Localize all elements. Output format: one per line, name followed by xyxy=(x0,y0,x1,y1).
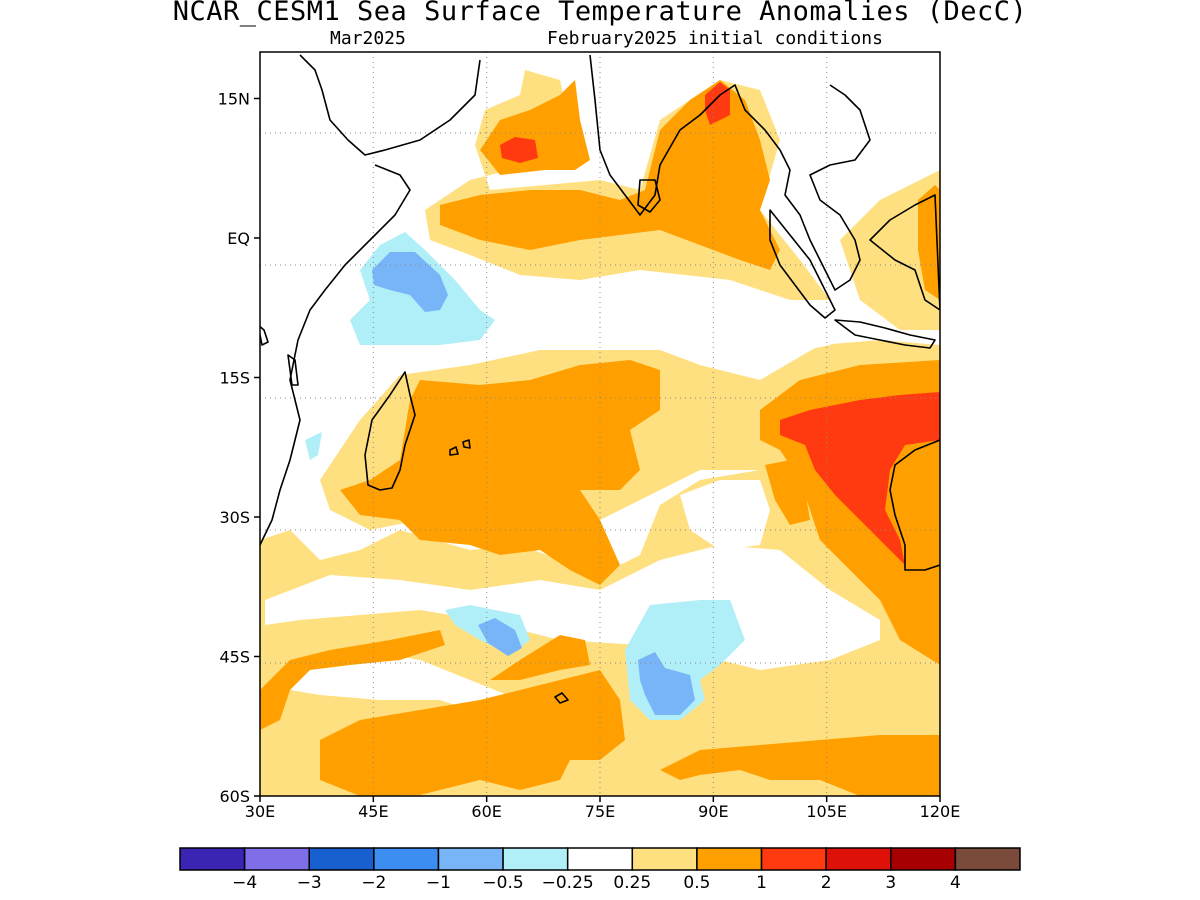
y-tick-label: 45S xyxy=(219,648,250,667)
colorbar-swatch xyxy=(890,847,957,871)
colorbar-label: 2 xyxy=(821,873,832,893)
colorbar-label: −2 xyxy=(361,873,386,893)
y-tick-label: 15N xyxy=(218,90,250,109)
x-tick-label: 75E xyxy=(585,802,615,821)
anomaly-orange-south-mid xyxy=(490,635,590,680)
colorbar-swatch xyxy=(179,847,246,871)
coast-sumatra xyxy=(769,209,836,319)
colorbar-swatch xyxy=(566,847,634,871)
chart-title: NCAR_CESM1 Sea Surface Temperature Anoma… xyxy=(172,0,1028,27)
colorbar-swatch xyxy=(696,847,763,871)
anomaly-blue-west xyxy=(372,252,448,312)
anomaly-orange-se xyxy=(660,735,940,796)
colorbar-swatch xyxy=(373,847,440,871)
x-tick-label: 60E xyxy=(471,802,501,821)
colorbar-swatch xyxy=(825,847,892,871)
y-tick-label: 15S xyxy=(219,369,250,388)
graticule xyxy=(260,52,940,796)
anomaly-orange-east-small xyxy=(765,460,810,525)
anomaly-blue-se xyxy=(638,652,695,715)
anomaly-orange-west xyxy=(918,185,940,300)
anomaly-neutral-mid xyxy=(680,480,770,550)
coast-india xyxy=(589,54,766,216)
anomaly-yellow-sea-east xyxy=(840,170,940,330)
colorbar-label: −4 xyxy=(232,873,257,893)
colorbar-swatch xyxy=(243,847,310,871)
anomaly-red-arabian xyxy=(500,137,538,163)
x-tick-label: 45E xyxy=(358,802,388,821)
colorbar-label: 0.5 xyxy=(683,873,710,893)
anomaly-blue-south xyxy=(478,618,522,656)
colorbar-label: −1 xyxy=(426,873,451,893)
colorbar-label: −0.5 xyxy=(482,873,523,893)
coast-islands xyxy=(260,325,569,704)
y-tick-label: 30S xyxy=(219,508,250,527)
anomaly-field xyxy=(260,52,940,796)
coast-africa xyxy=(260,54,481,546)
anomaly-lightblue-patch xyxy=(305,432,322,460)
colorbar-label: 0.25 xyxy=(613,873,651,893)
coast-australia xyxy=(889,439,940,571)
anomaly-orange-sw xyxy=(260,630,445,730)
coast-madagascar xyxy=(364,371,416,491)
coast-java xyxy=(834,319,936,349)
colorbar-swatch xyxy=(631,847,698,871)
x-tick-label: 105E xyxy=(806,802,847,821)
colorbar-label: 3 xyxy=(885,873,896,893)
coast-borneo xyxy=(869,194,940,311)
coastlines xyxy=(260,54,940,704)
initial-conditions: February2025 initial conditions xyxy=(547,28,883,49)
anomaly-orange-bay xyxy=(440,80,780,270)
colorbar-label: 1 xyxy=(756,873,767,893)
colorbar-label: −3 xyxy=(297,873,322,893)
colorbar-swatch xyxy=(308,847,375,871)
x-tick-label: 30E xyxy=(245,802,275,821)
y-tick-label: EQ xyxy=(227,229,250,248)
colorbar-swatch xyxy=(760,847,827,871)
anomaly-orange-south xyxy=(320,670,625,796)
forecast-month: Mar2025 xyxy=(330,28,406,49)
colorbar-label: 4 xyxy=(950,873,961,893)
anomaly-orange-sio xyxy=(340,360,660,585)
axis-ticks: 30E 45E 60E 75E 90E 105E 120E 15N EQ 15S 30S 45S 60S xyxy=(218,90,961,822)
colorbar: −4 −3 −2 −1 −0.5 −0.25 0.25 0.5 1 2 3 4 xyxy=(179,847,1021,893)
colorbar-swatch xyxy=(954,847,1021,871)
colorbar-label: −0.25 xyxy=(542,873,594,893)
colorbar-swatch xyxy=(502,847,569,871)
anomaly-red-east xyxy=(780,392,940,565)
x-tick-label: 120E xyxy=(920,802,961,821)
colorbar-swatch xyxy=(437,847,504,871)
coast-srilanka xyxy=(637,179,661,213)
coast-indochina xyxy=(764,84,871,291)
y-tick-label: 60S xyxy=(219,787,250,806)
x-tick-label: 90E xyxy=(698,802,728,821)
